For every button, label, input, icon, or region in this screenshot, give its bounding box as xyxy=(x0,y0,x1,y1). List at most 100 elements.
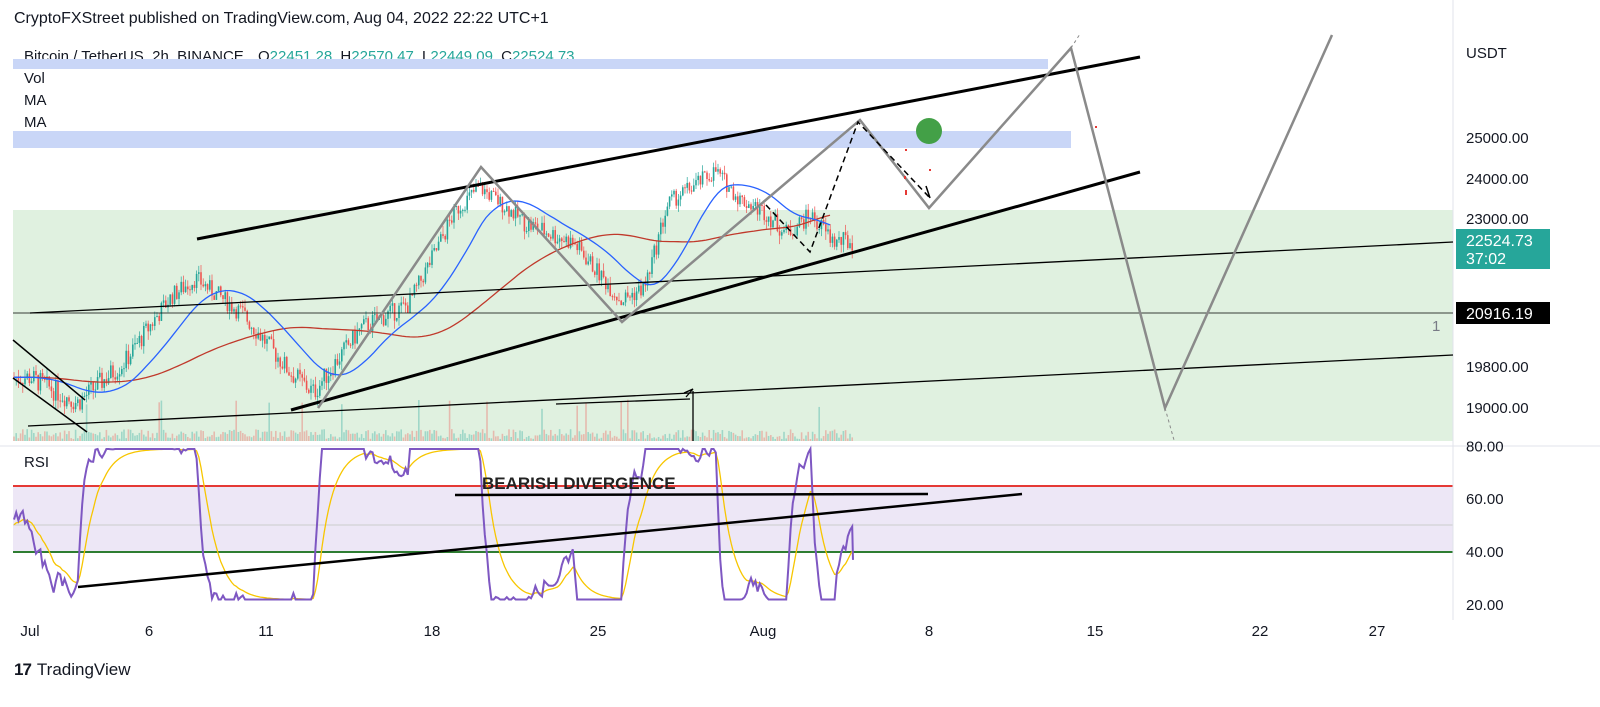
candle-body xyxy=(184,286,187,293)
candle-body xyxy=(459,210,462,214)
indicator-vol[interactable]: Vol xyxy=(24,70,45,87)
candle-body xyxy=(204,284,207,287)
rsi-pane-label[interactable]: RSI xyxy=(24,454,50,471)
candle-body xyxy=(325,368,328,383)
volume-bar xyxy=(814,434,816,441)
candle-body xyxy=(301,374,303,378)
time-tick-label: 15 xyxy=(1087,623,1104,640)
candle-body xyxy=(59,400,61,402)
volume-bar xyxy=(301,402,303,441)
candle-body xyxy=(299,369,301,375)
volume-bar xyxy=(686,436,688,441)
volume-bar xyxy=(585,403,587,441)
candle-body xyxy=(825,224,827,232)
candle-body xyxy=(655,245,658,255)
candle-body xyxy=(123,368,125,370)
rsi-axis[interactable]: 20.00 40.00 60.00 80.00 xyxy=(1466,438,1504,613)
candle-body xyxy=(327,376,330,383)
volume-bar xyxy=(477,431,479,441)
candle-body xyxy=(22,382,24,385)
candle-body xyxy=(209,280,211,290)
volume-bar xyxy=(217,436,220,441)
candle-body xyxy=(228,302,231,312)
rsi-band xyxy=(13,486,1453,552)
volume-bar xyxy=(374,431,376,441)
time-axis[interactable]: Jul 6 11 18 25 Aug 8 15 22 27 xyxy=(20,623,1385,640)
volume-bar xyxy=(74,429,77,441)
volume-bar xyxy=(699,437,702,441)
volume-bar xyxy=(629,438,631,441)
volume-bar xyxy=(715,432,717,441)
volume-bar xyxy=(215,437,218,441)
volume-bar xyxy=(422,436,424,441)
candle-body xyxy=(66,397,68,407)
candle-body xyxy=(563,241,565,243)
footer[interactable]: 17 TradingView xyxy=(14,660,130,680)
volume-bar xyxy=(503,436,506,441)
volume-bar xyxy=(803,438,805,441)
volume-bar xyxy=(143,434,145,441)
volume-bar xyxy=(184,434,187,441)
volume-bar xyxy=(316,434,319,441)
volume-bar xyxy=(244,434,246,441)
volume-bar xyxy=(609,430,611,441)
volume-bar xyxy=(668,433,671,441)
divergence-annotation: BEARISH DIVERGENCE xyxy=(482,474,676,493)
volume-bar xyxy=(110,437,112,441)
candle-body xyxy=(809,218,812,220)
volume-bar xyxy=(583,434,585,441)
volume-bar xyxy=(842,430,845,441)
volume-bar xyxy=(530,438,532,441)
volume-bar xyxy=(433,430,435,441)
candle-body xyxy=(74,403,77,410)
dashed-forecast-tip xyxy=(925,185,931,199)
volume-bar xyxy=(165,432,167,441)
volume-bar xyxy=(508,429,510,441)
candle-body xyxy=(305,380,308,390)
candle-body xyxy=(800,217,803,220)
candle-body xyxy=(677,199,680,206)
candle-body xyxy=(649,272,651,274)
volume-bar xyxy=(409,434,411,441)
candle-body xyxy=(46,376,48,381)
volume-bar xyxy=(459,434,462,441)
candle-body xyxy=(55,380,57,401)
candle-body xyxy=(308,389,310,393)
candle-body xyxy=(609,284,611,297)
candle-body xyxy=(715,167,717,172)
candle-body xyxy=(605,277,607,290)
candle-body xyxy=(213,295,215,300)
candle-body xyxy=(470,189,473,193)
candle-body xyxy=(576,244,578,251)
candle-body xyxy=(811,212,814,220)
volume-bar xyxy=(46,431,48,441)
candle-body xyxy=(107,377,110,384)
volume-bar xyxy=(127,429,130,441)
candle-body xyxy=(101,372,103,388)
candle-body xyxy=(363,319,365,325)
candle-body xyxy=(624,292,627,303)
indicator-ma-2[interactable]: MA xyxy=(24,114,47,131)
candle-body xyxy=(215,291,218,300)
volume-bar xyxy=(473,434,475,441)
volume-bar xyxy=(822,436,825,441)
candle-body xyxy=(112,365,114,378)
price-axis[interactable]: 19000.00 19800.00 23000.00 24000.00 25000.00 xyxy=(1466,130,1529,417)
volume-bar xyxy=(541,408,543,441)
price-tick-label: 19800.00 xyxy=(1466,359,1529,376)
candle-body xyxy=(429,262,431,265)
volume-bar xyxy=(191,431,193,441)
candle-body xyxy=(679,195,682,200)
candle-body xyxy=(550,236,552,239)
dashed-forecast xyxy=(765,120,931,254)
candle-body xyxy=(407,305,409,313)
volume-bar xyxy=(180,431,182,441)
volume-bar xyxy=(574,435,576,441)
candle-body xyxy=(250,327,253,329)
candle-body xyxy=(673,190,675,195)
demand-zone xyxy=(13,210,1453,441)
indicator-ma-1[interactable]: MA xyxy=(24,92,47,109)
candle-body xyxy=(466,195,468,210)
candle-body xyxy=(495,191,497,196)
candle-body xyxy=(506,206,508,212)
